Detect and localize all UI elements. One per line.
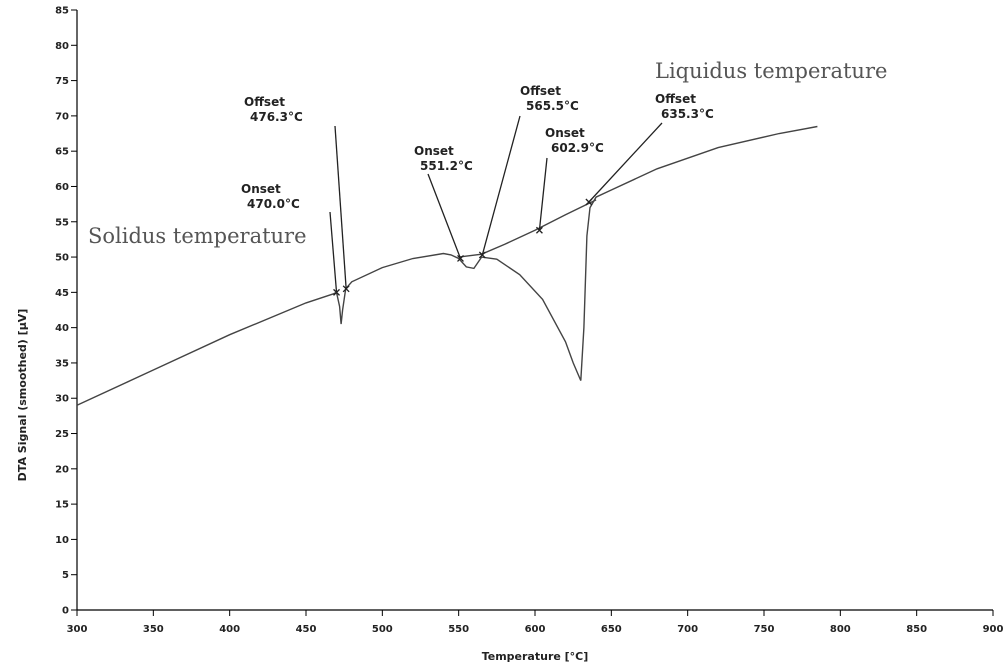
annotation-value: 565.5°C — [526, 99, 579, 113]
y-tick-label: 0 — [62, 606, 69, 617]
annotation-title: Offset — [520, 84, 561, 98]
x-tick-label: 900 — [983, 624, 1004, 635]
y-tick-label: 55 — [55, 217, 69, 228]
y-tick-label: 15 — [55, 500, 69, 511]
y-tick-label: 60 — [55, 182, 69, 193]
annotation-leader — [329, 211, 338, 293]
y-tick-label: 70 — [55, 111, 69, 122]
annotation-marker — [457, 255, 464, 262]
x-tick-label: 500 — [372, 624, 393, 635]
annotation-leader — [427, 173, 462, 259]
series-line-2 — [458, 199, 597, 258]
annotation-title: Offset — [244, 95, 285, 109]
y-tick-label: 85 — [55, 6, 69, 17]
x-tick-label: 600 — [525, 624, 546, 635]
y-tick-label: 5 — [62, 570, 69, 581]
annotation-marker — [478, 251, 486, 259]
x-axis-title: Temperature [°C] — [482, 650, 589, 663]
x-tick-label: 350 — [143, 624, 164, 635]
y-axis-title: DTA Signal (smoothed) [µV] — [16, 309, 29, 482]
y-tick-label: 65 — [55, 147, 69, 158]
x-tick-label: 300 — [67, 624, 88, 635]
annotation-title: Onset — [241, 182, 281, 196]
y-tick-label: 10 — [55, 535, 69, 546]
x-tick-label: 800 — [830, 624, 851, 635]
annotation-leader — [538, 157, 548, 231]
x-tick-label: 650 — [601, 624, 622, 635]
annotation-value: 635.3°C — [661, 107, 714, 121]
y-tick-label: 45 — [55, 288, 69, 299]
annotation-marker — [342, 285, 350, 293]
annotation-value: 470.0°C — [247, 197, 300, 211]
y-tick-label: 75 — [55, 76, 69, 87]
x-tick-label: 400 — [219, 624, 240, 635]
series-group — [76, 125, 818, 406]
annotation-title: Onset — [545, 126, 585, 140]
axes: 0 5 10 15 20 25 30 35 40 45 50 55 60 65 70 75 80 85 300 350… — [55, 6, 1003, 636]
x-tick-label: 750 — [754, 624, 775, 635]
y-tick-label: 50 — [55, 253, 69, 264]
annotation-value: 476.3°C — [250, 110, 303, 124]
annotation-value: 602.9°C — [551, 141, 604, 155]
annotation-title: Onset — [414, 144, 454, 158]
x-tick-label: 450 — [296, 624, 317, 635]
x-tick-label: 700 — [677, 624, 698, 635]
annotation-marker — [585, 198, 593, 206]
annotation-title: Offset — [655, 92, 696, 106]
y-tick-label: 80 — [55, 41, 69, 52]
annotation-marker — [333, 288, 340, 296]
y-tick-label: 25 — [55, 429, 69, 440]
solidus-label: Solidus temperature — [88, 224, 307, 248]
annotations-group: Offset476.3°COnset470.0°COnset551.2°COff… — [241, 84, 714, 296]
y-tick-label: 30 — [55, 394, 69, 405]
y-tick-label: 40 — [55, 323, 69, 334]
liquidus-label: Liquidus temperature — [655, 59, 887, 83]
y-tick-label: 20 — [55, 464, 69, 475]
annotation-value: 551.2°C — [420, 159, 473, 173]
x-tick-label: 850 — [906, 624, 927, 635]
series-line-1 — [76, 125, 818, 406]
annotation-leader — [481, 115, 521, 256]
y-tick-label: 35 — [55, 358, 69, 369]
annotation-leader — [588, 122, 663, 203]
annotation-marker — [535, 226, 543, 234]
annotation-leader — [334, 125, 347, 289]
x-tick-label: 550 — [448, 624, 469, 635]
